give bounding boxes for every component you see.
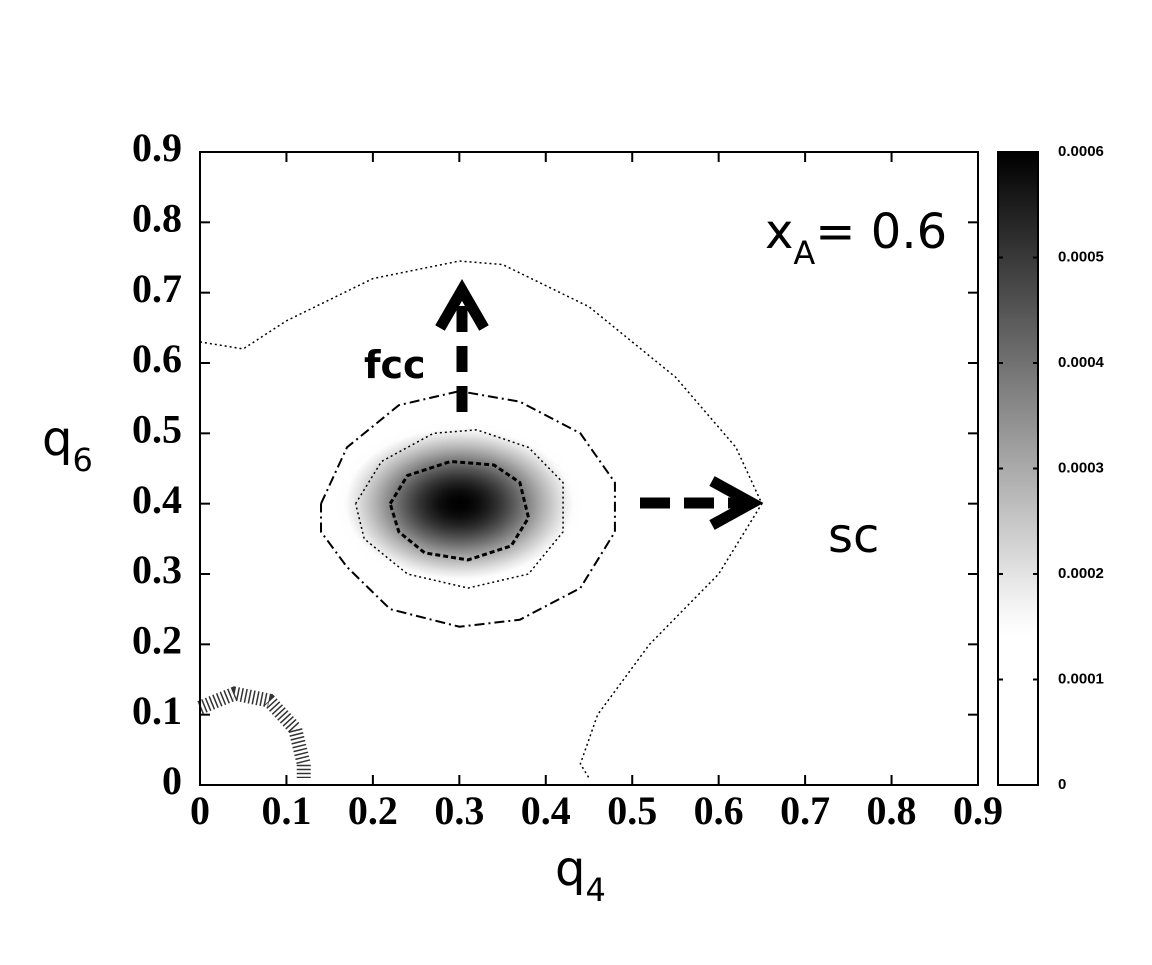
y-tick-label: 0.2 [132,618,182,663]
plot-area: 0 0.1 0.2 0.3 0.4 0.5 0.6 0.7 0.8 0.9 0 0.1 0.2 0.3 0.… [132,125,1105,833]
colorbar-tick-label: 0.0005 [1058,248,1104,265]
colorbar-tick-label: 0.0001 [1058,670,1104,687]
contour-line [199,260,763,779]
y-tick-label: 0.3 [132,547,182,592]
x-tick-label: 0 [190,788,210,833]
y-label-sub: 6 [72,441,92,479]
x-tick-label: 0.5 [607,788,657,833]
x-tick-label: 0.8 [867,788,917,833]
x-tick-label: 0.4 [521,788,571,833]
x-tick-label: 0.3 [434,788,484,833]
colorbar-tick-label: 0.0002 [1058,565,1104,582]
arrows [435,279,764,530]
y-axis-label: q6 [42,411,93,479]
colorbar-tick-label: 0 [1058,776,1066,793]
plot-frame [199,151,979,786]
annotation-rest: = 0.6 [815,204,947,260]
y-tick-label: 0.4 [132,477,182,522]
contour-line [320,390,616,628]
colorbar-tick-label: 0.0006 [1058,143,1104,160]
colorbar [997,151,1039,786]
composition-label: xA= 0.6 [765,204,947,272]
x-label-base: q [555,841,585,897]
x-tick-label: 0.6 [694,788,744,833]
fcc-label: fcc [364,343,426,387]
x-tick-label: 0.7 [780,788,830,833]
sc-label: sc [828,508,879,564]
fcc-arrow-head [435,279,489,331]
x-tick-label: 0.2 [348,788,398,833]
y-tick-label: 0.8 [132,196,182,241]
colorbar-tick-label: 0.0004 [1058,354,1105,371]
y-tick-label: 0 [162,758,182,803]
sc-arrow-head [709,476,764,530]
y-tick-label: 0.5 [132,407,182,452]
y-label-base: q [42,411,72,467]
x-axis-label: q4 [555,841,606,909]
y-tick-label: 0.6 [132,336,182,381]
y-tick-label: 0.1 [132,688,182,733]
annotation-base: x [765,204,793,260]
contour-line [388,459,531,562]
x-tick-label: 0.9 [953,788,1003,833]
contour-line [354,429,564,589]
annotation-sub: A [793,234,815,272]
contour-line [197,686,311,778]
y-tick-label: 0.7 [132,266,182,311]
x-tick-label: 0.1 [261,788,311,833]
x-label-sub: 4 [585,871,605,909]
colorbar-tick-label: 0.0003 [1058,459,1104,476]
density-blob [251,366,667,641]
y-tick-label: 0.9 [132,125,182,170]
